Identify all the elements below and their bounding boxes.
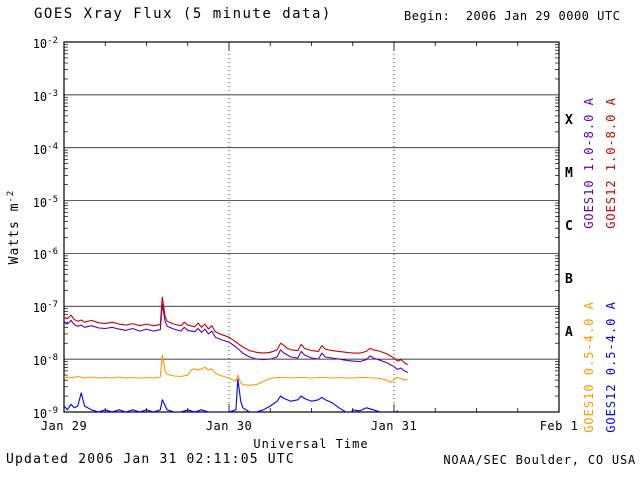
updated-timestamp: Updated 2006 Jan 31 02:11:05 UTC (6, 452, 295, 467)
series-label-goes12-long: GOES12 1.0-8.0 A (604, 97, 618, 229)
flux-class-label-m: M (565, 166, 573, 182)
y-axis-title-exponent: -2 (5, 189, 16, 203)
series-label-goes10-long: GOES10 1.0-8.0 A (582, 97, 596, 229)
y-tick-label: 10-4 (32, 141, 58, 157)
x-tick-label: Jan 30 (205, 419, 253, 433)
y-tick-label: 10-5 (32, 194, 58, 210)
series-line-goes12-short (64, 378, 399, 412)
y-tick-label: 10-6 (32, 247, 58, 263)
y-tick-label: 10-9 (32, 406, 58, 421)
series-label-goes10-short: GOES10 0.5-4.0 A (582, 301, 596, 433)
series-line-goes12-long (64, 296, 409, 366)
y-axis-title: Watts m-2 (6, 190, 22, 265)
flux-class-label-x: X (565, 113, 573, 129)
flux-class-label-a: A (565, 324, 573, 340)
source-credit: NOAA/SEC Boulder, CO USA (443, 453, 636, 467)
x-tick-label: Jan 29 (40, 419, 88, 433)
x-axis-title: Universal Time (253, 437, 369, 451)
series-line-goes10-long (64, 303, 409, 374)
y-tick-label: 10-8 (32, 353, 58, 369)
begin-timestamp: Begin: 2006 Jan 29 0000 UTC (404, 9, 621, 23)
y-tick-label: 10-7 (32, 300, 58, 316)
plot-border (63, 41, 560, 413)
series-line-goes10-short (64, 354, 408, 386)
y-tick-label: 10-2 (32, 36, 58, 51)
chart-title: GOES Xray Flux (5 minute data) (34, 6, 332, 22)
flux-class-label-c: C (565, 219, 573, 234)
x-tick-label: Feb 1 (539, 419, 579, 433)
y-axis-title-base: Watts m (7, 202, 23, 265)
flux-class-label-b: B (565, 271, 573, 287)
y-tick-label: 10-3 (32, 88, 58, 104)
series-label-goes12-short: GOES12 0.5-4.0 A (604, 301, 618, 433)
x-tick-label: Jan 31 (370, 419, 418, 433)
